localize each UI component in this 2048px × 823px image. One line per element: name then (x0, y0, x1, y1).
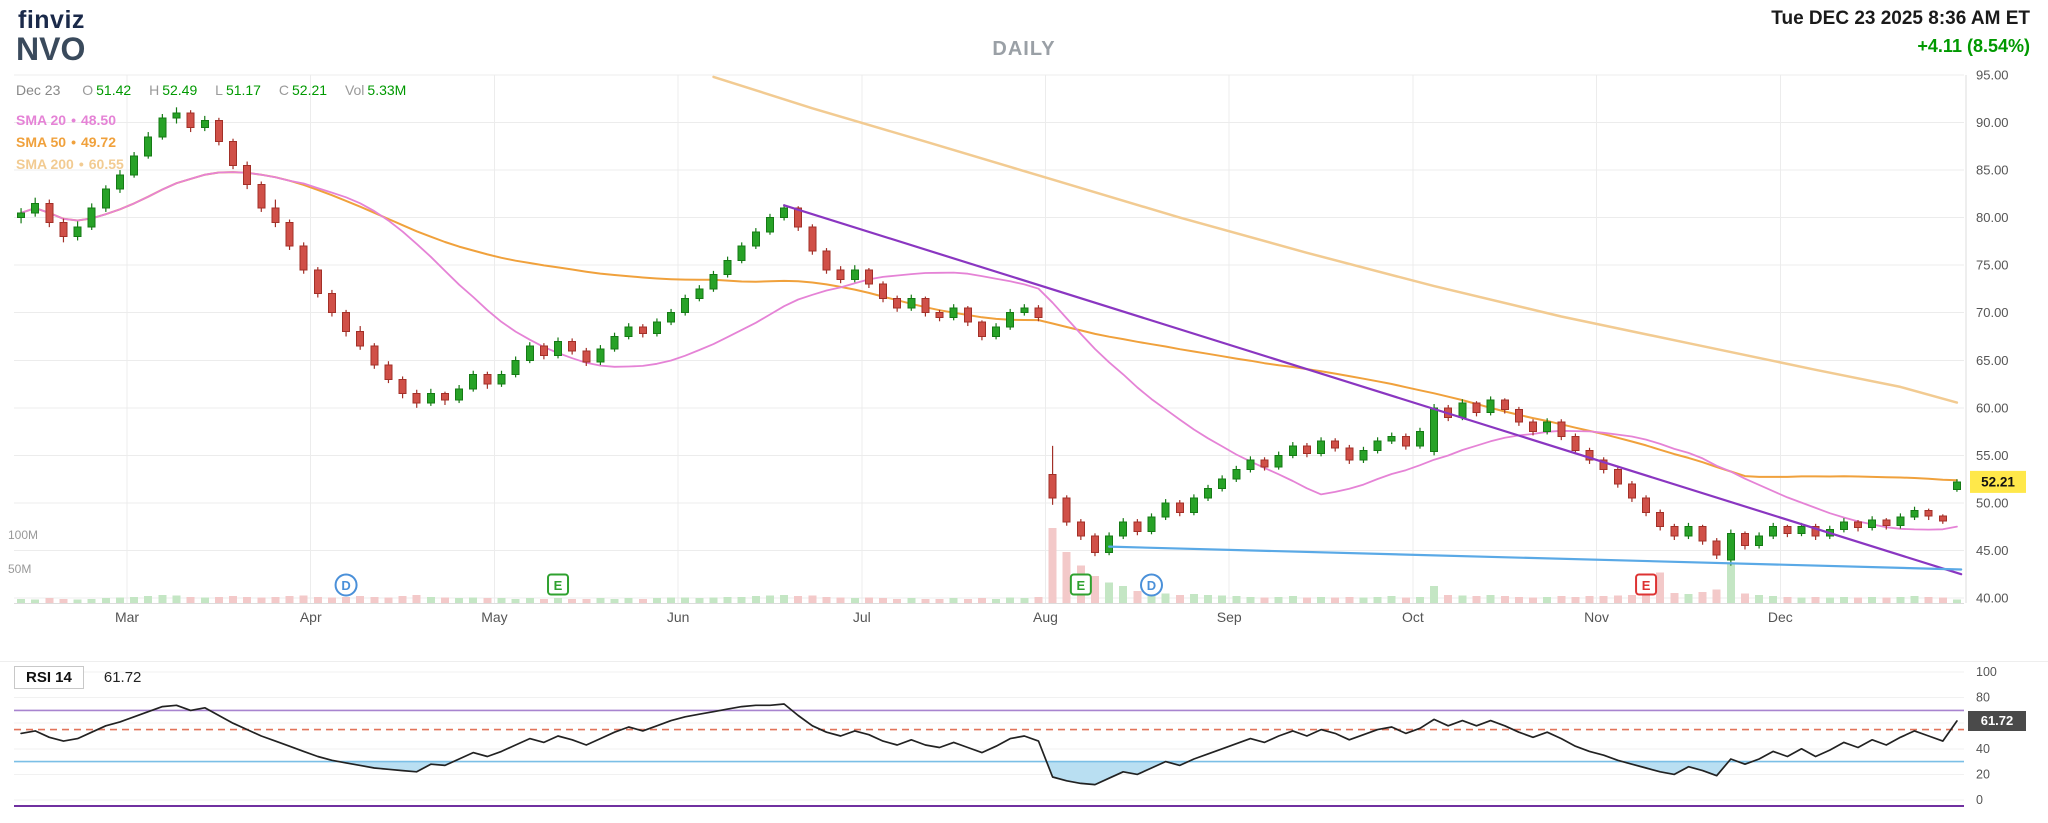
volume-bars (17, 528, 1961, 603)
rsi-panel: 100806040200 (0, 661, 2048, 807)
earnings-marker-icon (1069, 573, 1092, 596)
svg-text:95.00: 95.00 (1976, 68, 2009, 83)
dividend-marker-icon (334, 573, 358, 597)
rsi-badge: 61.72 (1968, 710, 2026, 731)
candles-layer (17, 107, 1961, 566)
svg-text:70.00: 70.00 (1976, 305, 2009, 320)
svg-text:E: E (554, 578, 563, 593)
svg-text:52.21: 52.21 (1981, 474, 2015, 489)
price-badge: 52.21 (1970, 470, 2026, 493)
svg-text:Oct: Oct (1402, 609, 1424, 625)
volume-axis-labels: 100M 50M (8, 528, 38, 576)
month-gridlines (14, 75, 1967, 604)
support-line (1108, 545, 1963, 571)
svg-text:Sep: Sep (1217, 609, 1242, 625)
svg-text:50M: 50M (8, 562, 31, 576)
svg-text:65.00: 65.00 (1976, 353, 2009, 368)
rsi-oversold-fill (339, 761, 454, 772)
price-gridlines (14, 74, 1964, 599)
svg-text:Mar: Mar (115, 609, 139, 625)
svg-text:55.00: 55.00 (1976, 448, 2009, 463)
svg-text:Aug: Aug (1033, 609, 1058, 625)
svg-text:40: 40 (1976, 742, 1990, 756)
month-axis-labels: Mar Apr May Jun Jul Aug Sep Oct Nov Dec (115, 609, 1793, 625)
rsi-oversold-fill (1046, 761, 1166, 785)
svg-text:60.00: 60.00 (1976, 400, 2009, 415)
svg-text:80.00: 80.00 (1976, 210, 2009, 225)
svg-text:0: 0 (1976, 793, 1983, 807)
svg-text:75.00: 75.00 (1976, 258, 2009, 273)
svg-text:45.00: 45.00 (1976, 543, 2009, 558)
svg-text:100: 100 (1976, 665, 1997, 679)
svg-text:May: May (481, 609, 507, 625)
svg-text:Nov: Nov (1584, 609, 1609, 625)
earnings-marker-icon (1635, 573, 1658, 596)
svg-text:E: E (1077, 578, 1086, 593)
svg-text:Dec: Dec (1768, 609, 1793, 625)
svg-text:E: E (1642, 578, 1651, 593)
svg-text:Jul: Jul (853, 609, 871, 625)
sma20-line (20, 171, 1958, 531)
svg-text:Apr: Apr (300, 609, 322, 625)
svg-text:D: D (341, 578, 350, 593)
svg-text:80: 80 (1976, 691, 1990, 705)
rsi-oversold-fill (1622, 761, 1729, 776)
svg-text:Jun: Jun (667, 609, 690, 625)
svg-text:61.72: 61.72 (1981, 713, 2014, 728)
svg-text:40.00: 40.00 (1976, 591, 2009, 606)
price-axis-labels: 95.00 90.00 85.00 80.00 75.00 70.00 65.00 60.00… (1976, 68, 2009, 606)
rsi-header: RSI 14 61.72 (14, 666, 141, 689)
downtrend-line (783, 204, 1963, 576)
svg-text:90.00: 90.00 (1976, 115, 2009, 130)
svg-text:100M: 100M (8, 528, 38, 542)
rsi-current-value: 61.72 (103, 669, 142, 686)
dividend-marker-icon (1140, 573, 1163, 597)
sma200-line (712, 75, 1959, 404)
svg-text:50.00: 50.00 (1976, 495, 2009, 510)
svg-text:20: 20 (1976, 767, 1990, 781)
svg-text:D: D (1147, 578, 1156, 593)
rsi-indicator-label[interactable]: RSI 14 (14, 666, 84, 689)
svg-text:85.00: 85.00 (1976, 163, 2009, 178)
rsi-line (20, 703, 1958, 786)
sma50-line (20, 171, 1958, 482)
earnings-marker-icon (547, 573, 570, 596)
